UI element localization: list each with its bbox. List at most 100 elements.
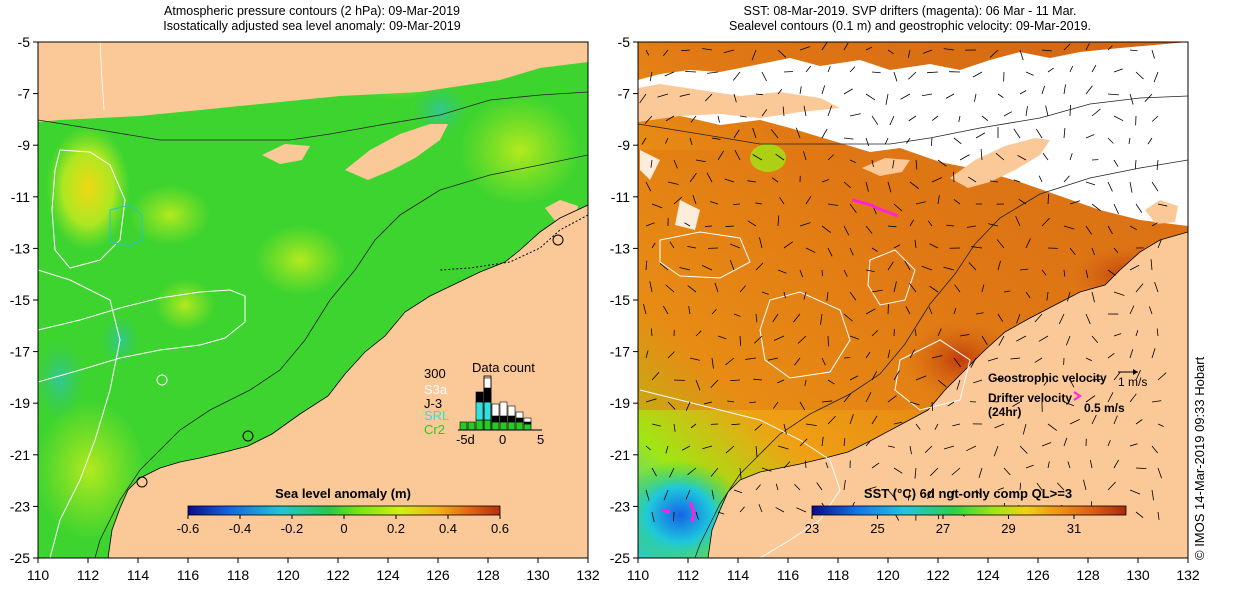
velocity-vector <box>803 105 807 117</box>
velocity-vector <box>1019 445 1028 454</box>
sealevel-contour <box>867 249 916 306</box>
x-tick-label: 120 <box>276 567 300 583</box>
velocity-vector <box>966 445 977 452</box>
histogram-bar <box>491 403 500 417</box>
velocity-vector <box>710 467 719 477</box>
velocity-vector <box>997 93 1004 98</box>
histogram-bar <box>499 401 508 417</box>
left-map-plot <box>38 42 588 558</box>
velocity-vector <box>1015 215 1021 227</box>
velocity-vector <box>1085 225 1092 235</box>
y-tick-label: -25 <box>10 550 30 566</box>
velocity-vector <box>1134 159 1137 170</box>
velocity-vector <box>871 415 878 425</box>
velocity-vector <box>645 49 650 56</box>
histogram-bar <box>459 421 468 431</box>
velocity-vector <box>1085 85 1093 95</box>
velocity-vector <box>779 197 785 205</box>
velocity-vector <box>943 445 955 450</box>
histogram-bar <box>475 391 484 403</box>
velocity-vector <box>687 285 697 293</box>
velocity-vector <box>887 49 894 55</box>
velocity-vector <box>684 222 691 227</box>
velocity-vector <box>909 283 917 293</box>
timor-island <box>950 138 1050 188</box>
velocity-vector <box>997 313 1004 322</box>
histogram-axis-label: 5 <box>537 432 544 447</box>
velocity-vector <box>884 137 889 145</box>
velocity-vector <box>667 181 679 185</box>
colorbar-tick-label: -0.2 <box>281 521 303 536</box>
left-map-axes: 110 112 114 116 118 120 122 124 126 128 130 132 -5 -7… <box>10 34 600 583</box>
velocity-vector <box>893 281 897 293</box>
velocity-vector <box>915 423 921 430</box>
sealevel-contour <box>639 389 841 558</box>
velocity-vector <box>1144 93 1153 102</box>
velocity-vector <box>687 245 697 249</box>
velocity-vector <box>650 328 653 337</box>
velocity-vector <box>1113 371 1121 381</box>
velocity-vector <box>710 379 719 388</box>
velocity-vector <box>1069 418 1080 425</box>
velocity-vector <box>946 224 955 227</box>
bathymetry-contour <box>638 95 1188 145</box>
x-tick-label: 122 <box>326 567 350 583</box>
right-colorbar-ticks: 23 25 27 29 31 <box>805 515 1081 536</box>
velocity-vector <box>921 265 933 271</box>
velocity-vector <box>1022 423 1027 435</box>
velocity-vector <box>805 423 817 427</box>
velocity-vector <box>783 241 794 249</box>
geostrophic-velocity-field <box>639 42 1168 523</box>
velocity-vector <box>1135 203 1143 213</box>
right-colorbar-title: SST (°C) 6d ngt-only comp QL>=3 <box>864 486 1072 501</box>
sla-contour <box>109 204 143 247</box>
velocity-legend: Geostrophic velocity 1 m/s Drifter veloc… <box>988 369 1147 419</box>
velocity-vector <box>729 259 735 271</box>
velocity-vector <box>794 484 801 491</box>
velocity-vector <box>751 49 757 61</box>
y-tick-label: -25 <box>610 550 630 566</box>
velocity-vector <box>729 243 741 249</box>
velocity-vector <box>649 71 653 82</box>
velocity-vector <box>1153 71 1159 83</box>
velocity-vector <box>1034 313 1043 323</box>
x-tick-label: 128 <box>476 567 500 583</box>
histogram-axis-label: 0 <box>499 432 506 447</box>
velocity-vector <box>799 222 811 227</box>
x-tick-label: 132 <box>1176 567 1200 583</box>
drifter-track <box>851 198 899 218</box>
velocity-vector <box>651 511 655 523</box>
velocity-vector <box>772 313 779 323</box>
velocity-vector <box>1150 259 1153 271</box>
velocity-vector <box>1091 291 1095 303</box>
velocity-vector <box>1016 313 1021 324</box>
velocity-vector <box>887 395 897 403</box>
velocity-vector <box>725 225 735 227</box>
velocity-vector <box>803 291 807 300</box>
velocity-vector <box>730 379 741 382</box>
velocity-vector <box>865 440 871 447</box>
velocity-vector <box>665 445 669 454</box>
velocity-vector <box>739 115 747 118</box>
velocity-vector <box>755 262 764 271</box>
velocity-vector <box>783 423 787 435</box>
velocity-vector <box>1085 43 1090 51</box>
velocity-vector <box>1069 153 1073 161</box>
velocity-vector <box>1091 378 1102 381</box>
velocity-vector <box>1013 128 1021 139</box>
y-tick-label: -17 <box>10 344 30 360</box>
velocity-vector <box>1091 414 1097 425</box>
velocity-vector <box>849 335 860 340</box>
y-tick-label: -7 <box>618 86 631 102</box>
velocity-vector <box>827 379 835 385</box>
velocity-vector <box>643 303 647 315</box>
velocity-vector <box>827 247 833 257</box>
velocity-vector <box>865 46 873 51</box>
velocity-vector <box>1047 194 1050 205</box>
velocity-vector <box>975 312 984 315</box>
velocity-vector <box>662 305 669 315</box>
geostrophic-arrowhead <box>1133 369 1138 375</box>
indonesian-islands <box>638 84 840 122</box>
velocity-vector <box>667 401 676 410</box>
velocity-vector <box>761 109 768 117</box>
